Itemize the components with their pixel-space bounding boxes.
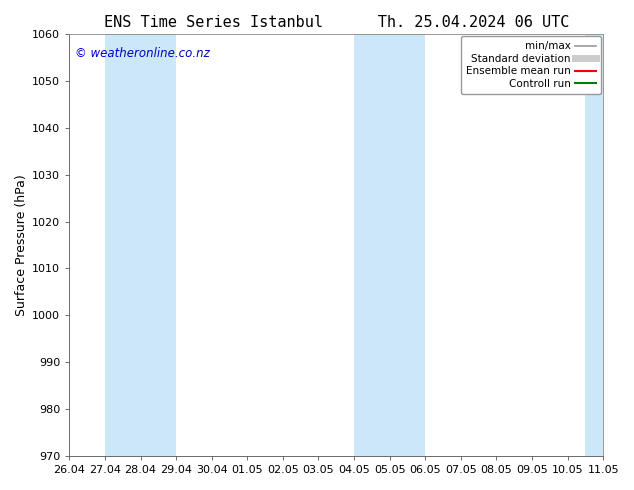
Bar bbox=[105, 34, 176, 456]
Y-axis label: Surface Pressure (hPa): Surface Pressure (hPa) bbox=[15, 174, 28, 316]
Legend: min/max, Standard deviation, Ensemble mean run, Controll run: min/max, Standard deviation, Ensemble me… bbox=[461, 36, 601, 94]
Bar bbox=[354, 34, 425, 456]
Title: ENS Time Series Istanbul      Th. 25.04.2024 06 UTC: ENS Time Series Istanbul Th. 25.04.2024 … bbox=[103, 15, 569, 30]
Text: © weatheronline.co.nz: © weatheronline.co.nz bbox=[75, 47, 209, 60]
Bar bbox=[585, 34, 603, 456]
